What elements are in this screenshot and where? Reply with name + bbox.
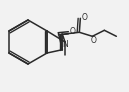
Text: O: O xyxy=(81,13,87,22)
Text: O: O xyxy=(69,27,75,36)
Text: O: O xyxy=(90,36,96,45)
Text: N: N xyxy=(63,40,68,49)
